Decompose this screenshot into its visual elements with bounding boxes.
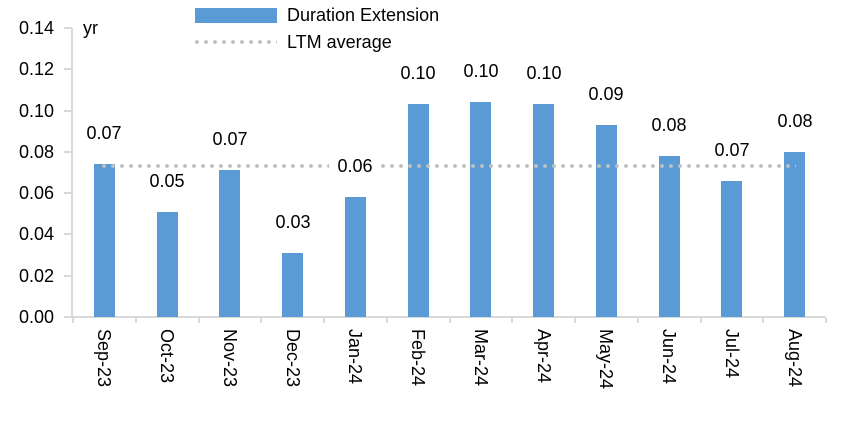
x-axis-tick xyxy=(511,318,513,323)
bar-value-label: 0.07 xyxy=(706,139,758,161)
x-axis-tick xyxy=(386,318,388,323)
y-axis-tick-label: 0.10 xyxy=(18,100,54,121)
bar-value-label: 0.10 xyxy=(455,60,507,82)
x-axis-category-label: Jul-24 xyxy=(722,329,742,379)
x-axis-tick xyxy=(135,318,137,323)
bar-value-label: 0.06 xyxy=(329,155,381,177)
y-axis-tick-label: 0.12 xyxy=(18,59,54,80)
x-axis-category-label: Apr-24 xyxy=(534,329,554,384)
y-axis-tick-label: 0.04 xyxy=(18,224,54,245)
bar-value-label: 0.08 xyxy=(769,110,821,132)
bar xyxy=(157,212,178,317)
bar xyxy=(596,125,617,317)
x-axis-category-label: Dec-23 xyxy=(283,329,303,388)
y-axis-line xyxy=(71,28,73,317)
x-axis-tick xyxy=(574,318,576,323)
bar xyxy=(282,253,303,317)
y-axis-unit-label: yr xyxy=(83,18,98,38)
legend-item-duration-extension: Duration Extension xyxy=(195,4,439,26)
y-axis-tick-label: 0.14 xyxy=(18,18,54,38)
bar xyxy=(94,164,115,317)
bar xyxy=(533,104,554,317)
bar-value-label: 0.03 xyxy=(267,211,319,233)
bar-value-label: 0.07 xyxy=(78,122,130,144)
bar xyxy=(659,156,680,317)
bar xyxy=(784,152,805,317)
x-axis-tick xyxy=(323,318,325,323)
bar xyxy=(721,181,742,317)
legend: Duration Extension LTM average xyxy=(195,4,439,53)
legend-label-duration-extension: Duration Extension xyxy=(287,5,440,25)
x-axis-category-label: May-24 xyxy=(596,329,616,390)
y-axis-tick xyxy=(64,68,72,71)
x-axis-tick xyxy=(762,318,764,323)
x-axis-category-label: Sep-23 xyxy=(94,329,114,388)
bar-value-label: 0.09 xyxy=(580,83,632,105)
bar xyxy=(219,170,240,317)
bar-value-label: 0.05 xyxy=(141,170,193,192)
x-axis-category-label: Nov-23 xyxy=(220,329,240,388)
x-axis-tick xyxy=(72,318,74,323)
y-axis-tick-label: 0.06 xyxy=(18,183,54,204)
bar xyxy=(408,104,429,317)
y-axis-tick xyxy=(64,27,72,29)
y-axis-tick-label: 0.08 xyxy=(18,141,54,162)
x-axis-line xyxy=(65,316,826,318)
bar-value-label: 0.10 xyxy=(518,62,570,84)
bar-value-label: 0.08 xyxy=(643,114,695,136)
x-axis-tick xyxy=(825,318,827,323)
y-axis-tick xyxy=(64,274,72,277)
x-axis-category-label: Feb-24 xyxy=(408,329,428,387)
y-axis-tick xyxy=(64,150,72,153)
legend-label-ltm-average: LTM average xyxy=(287,32,392,52)
x-axis-tick xyxy=(198,318,200,323)
x-axis-tick xyxy=(637,318,639,323)
ltm-average-line xyxy=(102,164,796,168)
x-axis-category-label: Jan-24 xyxy=(345,329,365,385)
y-axis-tick xyxy=(64,109,72,112)
legend-swatch-dotted-line xyxy=(195,40,277,44)
y-axis-tick-label: 0.00 xyxy=(18,307,54,327)
bar xyxy=(345,197,366,317)
bar-value-label: 0.07 xyxy=(204,128,256,150)
x-axis-tick xyxy=(700,318,702,323)
legend-item-ltm-average: LTM average xyxy=(195,31,439,53)
y-axis-tick xyxy=(64,192,72,195)
y-axis-tick-label: 0.02 xyxy=(18,265,54,286)
x-axis-category-label: Mar-24 xyxy=(471,329,491,387)
y-axis-tick xyxy=(64,233,72,236)
x-axis-tick xyxy=(449,318,451,323)
bar-value-label: 0.10 xyxy=(392,62,444,84)
x-axis-category-label: Jun-24 xyxy=(659,329,679,385)
legend-swatch-bar xyxy=(195,7,277,23)
y-axis-tick xyxy=(64,316,72,318)
x-axis-tick xyxy=(260,318,262,323)
x-axis-category-label: Oct-23 xyxy=(157,329,177,384)
bar xyxy=(470,102,491,317)
x-axis-category-label: Aug-24 xyxy=(785,329,805,388)
